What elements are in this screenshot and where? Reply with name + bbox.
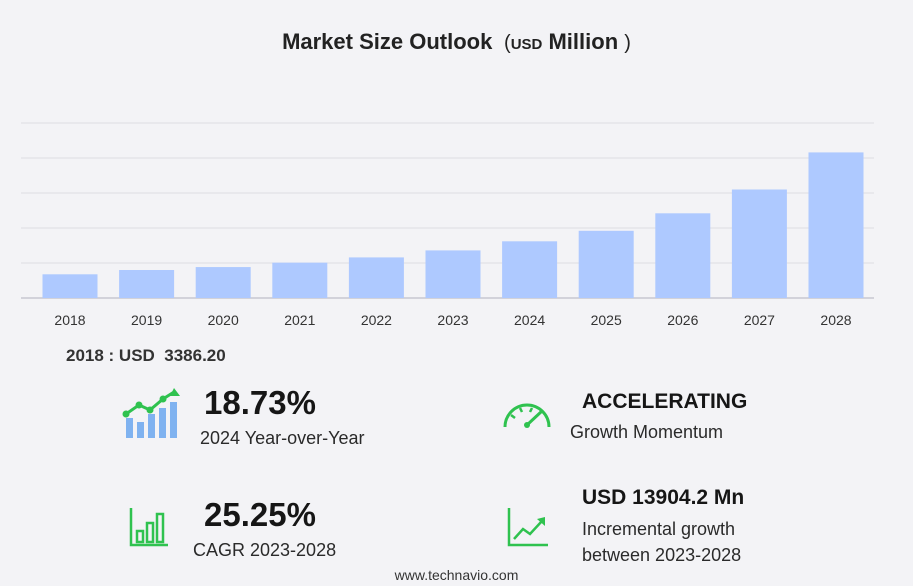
incremental-label-line2: between 2023-2028 bbox=[582, 545, 742, 565]
bar-2021 bbox=[272, 262, 328, 298]
unit-close-paren: ) bbox=[624, 32, 631, 54]
incremental-label-line1: Incremental growth bbox=[582, 519, 736, 539]
x-tick-label: 2026 bbox=[667, 312, 698, 328]
unit-word: Million bbox=[548, 29, 619, 54]
bar-2026 bbox=[655, 213, 711, 298]
base-year-value: 2018 : USD 3386.20 bbox=[66, 346, 226, 365]
source-footer: www.technavio.com bbox=[394, 567, 519, 583]
title-text: Market Size Outlook bbox=[282, 29, 493, 54]
x-tick-label: 2025 bbox=[591, 312, 622, 328]
yoy-label: 2024 Year-over-Year bbox=[200, 428, 365, 448]
bar-2019 bbox=[119, 270, 175, 298]
cagr-value: 25.25% bbox=[204, 496, 316, 533]
incremental-value: USD 13904.2 Mn bbox=[582, 486, 745, 509]
bar-2028 bbox=[808, 152, 864, 298]
x-tick-label: 2020 bbox=[208, 312, 239, 328]
momentum-value: ACCELERATING bbox=[582, 390, 748, 413]
bar-chart: 2018 2019 2020 2021 2022 2023 2024 2025 2026 2027… bbox=[21, 122, 874, 328]
x-tick-label: 2022 bbox=[361, 312, 392, 328]
yoy-value: 18.73% bbox=[204, 384, 316, 421]
bar-2018 bbox=[42, 274, 98, 298]
bar-chart-icon bbox=[129, 508, 168, 547]
x-tick-label: 2028 bbox=[820, 312, 851, 328]
x-tick-label: 2018 bbox=[54, 312, 85, 328]
x-tick-label: 2024 bbox=[514, 312, 545, 328]
bar-2023 bbox=[425, 250, 481, 298]
unit-prefix: USD bbox=[510, 36, 543, 53]
bar-2025 bbox=[578, 230, 634, 298]
x-tick-label: 2027 bbox=[744, 312, 775, 328]
bars bbox=[42, 152, 864, 298]
unit-open-paren: ( bbox=[498, 32, 511, 54]
bar-line-growth-icon bbox=[122, 388, 180, 438]
speedometer-icon bbox=[503, 403, 551, 428]
x-tick-label: 2019 bbox=[131, 312, 162, 328]
x-tick-labels: 2018 2019 2020 2021 2022 2023 2024 2025 2026 2027… bbox=[54, 312, 851, 328]
bar-2020 bbox=[195, 267, 251, 298]
cagr-label: CAGR 2023-2028 bbox=[193, 540, 337, 560]
x-tick-label: 2021 bbox=[284, 312, 315, 328]
bar-2024 bbox=[502, 241, 558, 298]
trend-up-icon bbox=[507, 508, 548, 547]
momentum-label: Growth Momentum bbox=[570, 422, 724, 442]
chart-title: Market Size Outlook (USD Million ) bbox=[0, 29, 913, 55]
x-tick-label: 2023 bbox=[437, 312, 468, 328]
bar-2027 bbox=[731, 189, 787, 298]
bar-2022 bbox=[348, 257, 404, 298]
